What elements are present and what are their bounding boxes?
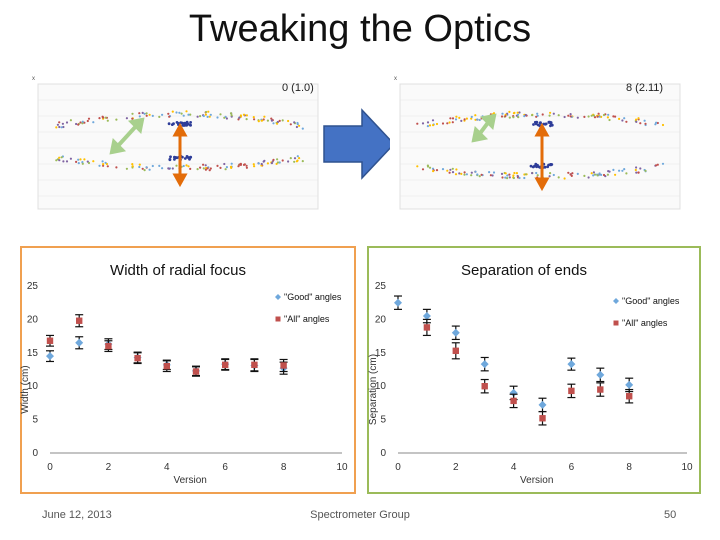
x-tick-label: 0 xyxy=(395,462,401,473)
x-tick-label: 0 xyxy=(47,462,53,473)
data-point-all xyxy=(597,386,604,393)
y-tick-label: 10 xyxy=(375,381,387,392)
data-point-good xyxy=(625,380,634,389)
optics-corner-mark-left: x xyxy=(32,76,35,82)
x-tick-label: 4 xyxy=(164,462,170,473)
optics-width-arrow-right xyxy=(471,113,497,143)
series-1 xyxy=(46,314,288,377)
legend-label: "All" angles xyxy=(284,314,330,324)
x-tick-label: 2 xyxy=(453,462,459,473)
chart-frame xyxy=(367,246,701,494)
data-point-good xyxy=(422,312,431,321)
data-point-good xyxy=(538,400,547,409)
x-axis-label: Version xyxy=(173,475,206,486)
chart-title: Width of radial focus xyxy=(110,262,246,279)
data-point-all xyxy=(76,317,83,324)
y-tick-label: 0 xyxy=(32,448,38,459)
data-point-all xyxy=(222,361,229,369)
legend-marker xyxy=(275,316,281,322)
x-tick-label: 8 xyxy=(626,462,632,473)
optics-plot-version-8: x xyxy=(390,60,690,220)
y-axis-label: Width (cm) xyxy=(20,365,31,413)
y-tick-label: 20 xyxy=(27,314,39,325)
data-point-good xyxy=(509,388,518,397)
footer-group: Spectrometer Group xyxy=(310,509,410,521)
legend-label: "Good" angles xyxy=(284,292,342,302)
legend-marker xyxy=(613,298,619,304)
data-point-good xyxy=(394,298,402,307)
optics-label-right: 8 (2.11) xyxy=(626,82,664,94)
data-point-all xyxy=(46,337,54,344)
data-point-all xyxy=(251,361,258,369)
data-point-all xyxy=(192,368,200,375)
chart-frame xyxy=(20,246,356,494)
x-tick-label: 6 xyxy=(222,462,228,473)
data-point-all xyxy=(134,354,141,362)
optics-plot-right-svg: x xyxy=(390,60,690,220)
y-tick-label: 20 xyxy=(375,314,387,325)
optics-separation-arrow-right xyxy=(534,122,550,192)
legend-label: "All" angles xyxy=(622,318,668,328)
legend-label: "Good" angles xyxy=(622,296,680,306)
optics-label-left: 0 (1.0) xyxy=(282,82,314,94)
data-point-all xyxy=(568,387,575,395)
data-point-good xyxy=(451,328,460,337)
y-tick-label: 25 xyxy=(27,281,39,292)
chart-title: Separation of ends xyxy=(461,262,587,279)
data-point-all xyxy=(539,415,546,422)
series-1 xyxy=(422,318,634,426)
optics-plot-left-svg: x xyxy=(28,60,328,220)
slide-title: Tweaking the Optics xyxy=(188,8,532,50)
width-chart: Width of radial focus 0 5 10 15 20 25 0 2 4 6 8 10 Ve… xyxy=(20,246,356,494)
y-tick-label: 0 xyxy=(380,448,386,459)
chart-legend: "Good" angles "All" angles xyxy=(275,292,342,324)
x-tick-label: 8 xyxy=(281,462,287,473)
data-point-all xyxy=(280,362,287,369)
x-tick-label: 2 xyxy=(106,462,112,473)
y-axis-label: Separation (cm) xyxy=(368,354,379,425)
y-tick-label: 5 xyxy=(380,415,386,426)
x-tick-label: 10 xyxy=(336,462,348,473)
legend-marker xyxy=(613,320,619,326)
data-point-good xyxy=(480,360,489,369)
x-axis-label: Version xyxy=(520,475,553,486)
footer-date: June 12, 2013 xyxy=(42,509,112,521)
page-number: 50 xyxy=(664,509,677,521)
optics-plot-version-0: x xyxy=(28,60,328,220)
data-point-good xyxy=(46,352,54,361)
data-point-good xyxy=(596,370,605,379)
y-tick-label: 5 xyxy=(32,415,38,426)
data-point-all xyxy=(105,342,112,350)
optics-ray-dots-left xyxy=(55,110,304,172)
y-tick-label: 15 xyxy=(27,348,39,359)
legend-marker xyxy=(275,294,281,300)
y-tick-label: 10 xyxy=(27,381,39,392)
optics-corner-mark-right: x xyxy=(394,76,397,82)
x-tick-label: 4 xyxy=(511,462,517,473)
optics-separation-arrow-left xyxy=(172,122,188,188)
data-point-all xyxy=(163,362,170,370)
y-tick-label: 15 xyxy=(375,348,387,359)
x-tick-label: 10 xyxy=(681,462,693,473)
data-point-all xyxy=(452,347,459,354)
chart-legend: "Good" angles "All" angles xyxy=(613,296,680,328)
data-point-all xyxy=(481,383,488,390)
x-tick-label: 6 xyxy=(569,462,575,473)
separation-chart: Separation of ends 0 5 10 15 20 25 0 2 4 6 8 10 Versi… xyxy=(367,246,701,494)
y-tick-label: 25 xyxy=(375,281,387,292)
data-point-good xyxy=(75,338,84,347)
data-point-all xyxy=(423,324,431,331)
data-point-all xyxy=(510,397,517,405)
data-point-all xyxy=(626,393,633,400)
optics-width-arrow-left xyxy=(109,117,145,155)
data-point-good xyxy=(567,360,576,369)
right-arrow-icon xyxy=(323,108,396,180)
